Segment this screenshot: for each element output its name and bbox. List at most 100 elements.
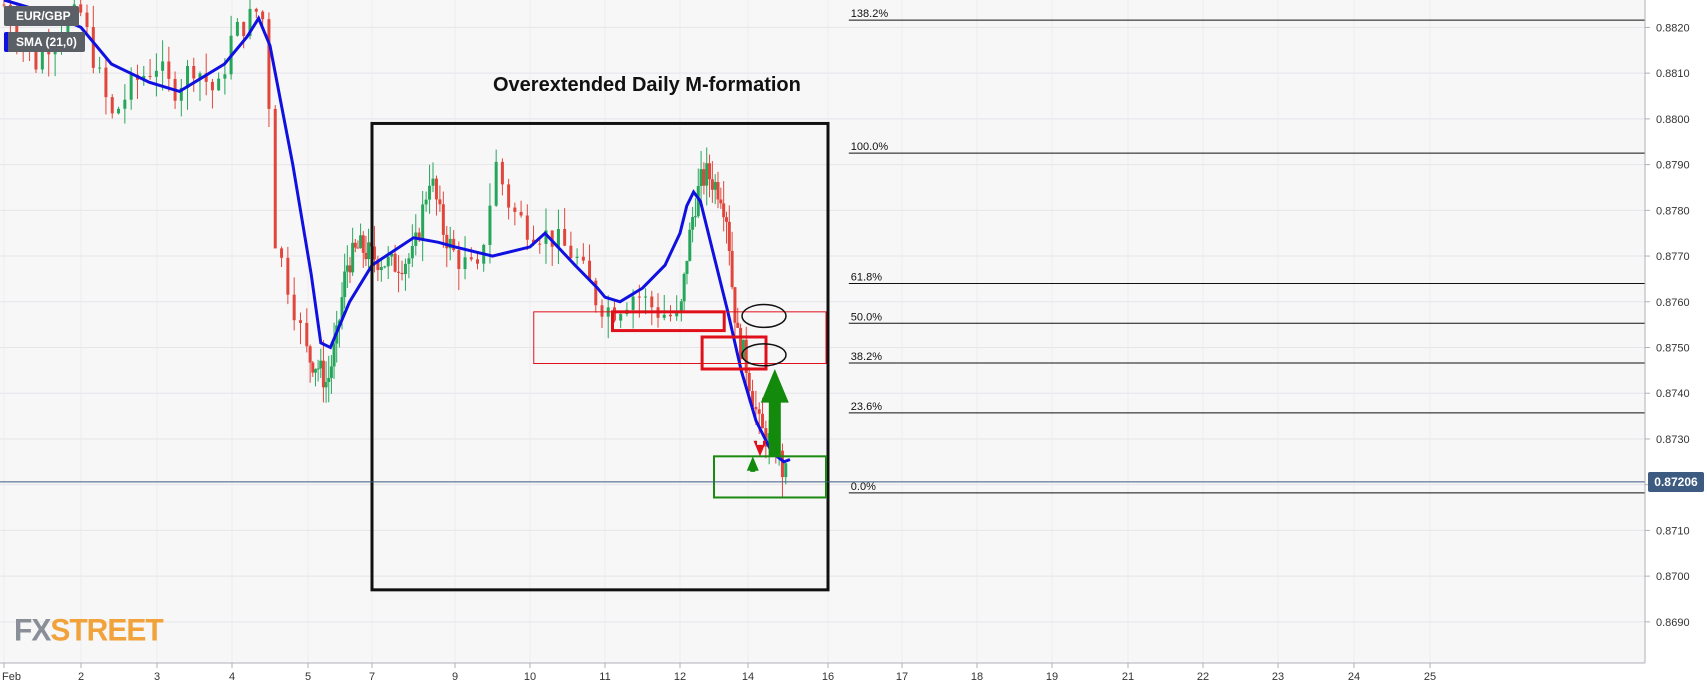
candle-body xyxy=(313,369,317,373)
candle-body xyxy=(452,238,456,251)
time-tick-label: 18 xyxy=(971,671,983,683)
candle-body xyxy=(588,260,592,281)
candle-body xyxy=(356,247,360,249)
candle-body xyxy=(525,215,529,240)
candle-body xyxy=(286,257,290,295)
candle-body xyxy=(47,50,51,55)
fib-label: 61.8% xyxy=(851,271,882,283)
candle-body xyxy=(476,259,479,264)
time-tick-label: Feb xyxy=(2,671,21,683)
candle-body xyxy=(393,253,397,272)
candle-body xyxy=(668,314,672,317)
price-tick-label: 0.8820 xyxy=(1656,22,1690,34)
candle-body xyxy=(784,463,788,478)
candle-body xyxy=(308,346,312,363)
candle-body xyxy=(761,413,765,429)
price-tick-label: 0.8690 xyxy=(1656,617,1690,629)
candle-body xyxy=(34,49,38,70)
candle-body xyxy=(361,235,365,253)
candle-body xyxy=(736,322,740,328)
candle-body xyxy=(364,252,368,260)
logo-street: STREET xyxy=(50,613,163,648)
resistance-box-upper xyxy=(611,310,726,333)
candle-body xyxy=(261,11,265,20)
candle-body xyxy=(280,248,284,258)
candle-body xyxy=(463,257,467,269)
fib-label: 38.2% xyxy=(851,351,882,363)
candle-body xyxy=(311,362,315,373)
candle-body xyxy=(696,186,700,217)
candle-body xyxy=(421,204,425,240)
candle-body xyxy=(544,230,548,244)
candle-body xyxy=(488,205,492,245)
candle-body xyxy=(780,450,784,478)
candle-body xyxy=(708,163,712,180)
candle-body xyxy=(85,12,89,28)
price-tick-label: 0.8810 xyxy=(1656,68,1690,80)
candle-body xyxy=(691,217,695,230)
candle-body xyxy=(500,161,504,185)
candle-body xyxy=(744,339,748,373)
candle-body xyxy=(367,242,371,260)
resistance-box-lower xyxy=(700,335,768,371)
candle-body xyxy=(710,179,714,190)
candle-body xyxy=(688,229,692,261)
candle-body xyxy=(434,178,438,200)
time-tick-label: 9 xyxy=(452,671,458,683)
candle-body xyxy=(329,366,333,378)
price-tick-label: 0.8780 xyxy=(1656,205,1690,217)
time-tick-label: 23 xyxy=(1272,671,1284,683)
price-tick-label: 0.8730 xyxy=(1656,434,1690,446)
time-tick-label: 3 xyxy=(154,671,160,683)
current-price-tag: 0.87206 xyxy=(1648,471,1704,492)
candle-body xyxy=(417,232,421,240)
candle-body xyxy=(204,73,208,82)
time-tick-label: 22 xyxy=(1197,671,1209,683)
time-axis-background xyxy=(0,663,1707,687)
symbol-badge[interactable]: EUR/GBP xyxy=(4,6,79,26)
time-tick-label: 19 xyxy=(1046,671,1058,683)
candle-body xyxy=(581,256,585,261)
time-tick-label: 12 xyxy=(674,671,686,683)
time-tick-label: 14 xyxy=(742,671,754,683)
ellipse-50 xyxy=(741,303,787,329)
candle-body xyxy=(428,185,432,200)
candle-body xyxy=(397,271,401,273)
candle-body xyxy=(739,327,743,360)
candle-body xyxy=(407,258,411,264)
candle-body xyxy=(235,21,239,36)
price-tick-label: 0.8750 xyxy=(1656,343,1690,355)
fib-label: 50.0% xyxy=(851,311,882,323)
candle-body xyxy=(161,61,165,71)
candle-body xyxy=(186,66,190,88)
candle-body xyxy=(248,8,252,36)
candle-body xyxy=(754,406,758,410)
fib-label: 100.0% xyxy=(851,141,889,153)
candle-body xyxy=(730,250,734,288)
time-tick-label: 16 xyxy=(822,671,834,683)
candle-body xyxy=(719,199,723,204)
candle-body xyxy=(513,207,517,212)
candle-body xyxy=(379,267,383,271)
candle-body xyxy=(383,266,387,268)
candle-body xyxy=(757,409,761,414)
price-tick-label: 0.8770 xyxy=(1656,251,1690,263)
candle-body xyxy=(110,97,114,114)
candle-body xyxy=(324,381,328,388)
candle-body xyxy=(316,368,320,370)
candle-body xyxy=(679,301,683,312)
small-green-arrow xyxy=(746,456,759,472)
candle-body xyxy=(403,263,407,275)
candle-body xyxy=(727,221,731,251)
sma-badge[interactable]: SMA (21,0) xyxy=(4,32,85,52)
annotations xyxy=(370,121,830,592)
time-tick-label: 10 xyxy=(524,671,536,683)
fib-label: 23.6% xyxy=(851,401,882,413)
fxstreet-logo: FXSTREET xyxy=(14,613,164,648)
candle-body xyxy=(104,67,108,98)
time-tick-label: 5 xyxy=(305,671,311,683)
time-tick-label: 24 xyxy=(1348,671,1360,683)
candle-body xyxy=(386,256,390,267)
candle-body xyxy=(569,245,573,258)
time-tick-label: 17 xyxy=(896,671,908,683)
